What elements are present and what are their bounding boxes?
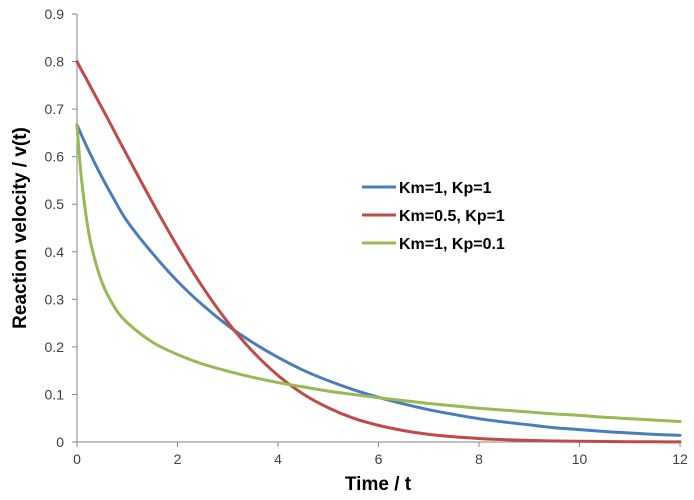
x-ticks: 0 2 4 6 8 10 12	[73, 442, 688, 467]
x-axis-title: Time / t	[345, 474, 412, 495]
y-tick-label: 0.1	[45, 386, 65, 402]
series-line-1	[75, 123, 682, 437]
y-tick-label: 0.7	[45, 101, 65, 117]
y-tick-label: 0.5	[45, 196, 65, 212]
y-tick-label: 0.6	[45, 149, 65, 165]
y-tick-label: 0.4	[45, 244, 65, 260]
legend-label: Km=0.5, Kp=1	[399, 208, 505, 225]
series-line-3	[75, 123, 682, 424]
x-tick-label: 8	[475, 451, 483, 467]
legend-label: Km=1, Kp=1	[399, 180, 492, 197]
x-tick-label: 2	[174, 451, 182, 467]
y-tick-label: 0.3	[45, 291, 65, 307]
x-tick-label: 10	[572, 451, 588, 467]
y-tick-label: 0.2	[45, 339, 65, 355]
legend-label: Km=1, Kp=0.1	[399, 236, 505, 253]
y-axis-title: Reaction velocity / v(t)	[10, 127, 31, 329]
y-tick-label: 0.9	[45, 6, 65, 22]
x-tick-label: 12	[672, 451, 688, 467]
series-lines	[75, 60, 682, 444]
x-tick-label: 6	[375, 451, 383, 467]
y-ticks: 0 0.1 0.2 0.3 0.4 0.5 0.6 0.7 0.8 0.9	[45, 6, 77, 450]
y-tick-label: 0.8	[45, 54, 65, 70]
axes: 0 2 4 6 8 10 12 0 0.1 0.2 0.3 0.4 0.5 0.6 0.7 0.8 0.9	[45, 6, 688, 467]
x-tick-label: 4	[274, 451, 282, 467]
y-tick-label: 0	[56, 434, 64, 450]
series-line-2	[75, 60, 682, 444]
x-tick-label: 0	[73, 451, 81, 467]
legend: Km=1, Kp=1 Km=0.5, Kp=1 Km=1, Kp=0.1	[362, 180, 505, 253]
